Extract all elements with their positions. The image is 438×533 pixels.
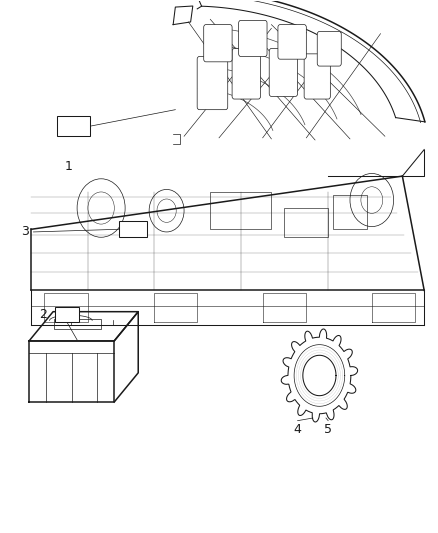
FancyBboxPatch shape	[239, 20, 267, 56]
Bar	[332, 195, 367, 229]
Bar	[54, 319, 101, 329]
Bar	[210, 192, 272, 229]
FancyBboxPatch shape	[317, 31, 341, 66]
FancyBboxPatch shape	[278, 25, 306, 59]
Bar	[57, 116, 90, 136]
FancyBboxPatch shape	[304, 54, 330, 99]
Bar	[55, 308, 79, 322]
FancyBboxPatch shape	[232, 49, 261, 99]
Text: 5: 5	[324, 423, 332, 437]
Bar	[119, 221, 147, 237]
FancyBboxPatch shape	[204, 25, 232, 62]
Text: 1: 1	[64, 160, 72, 173]
Text: 3: 3	[21, 225, 28, 238]
Text: 2: 2	[39, 309, 46, 321]
Text: 4: 4	[293, 423, 301, 437]
FancyBboxPatch shape	[269, 49, 297, 96]
Bar	[285, 208, 328, 237]
FancyBboxPatch shape	[197, 56, 228, 110]
